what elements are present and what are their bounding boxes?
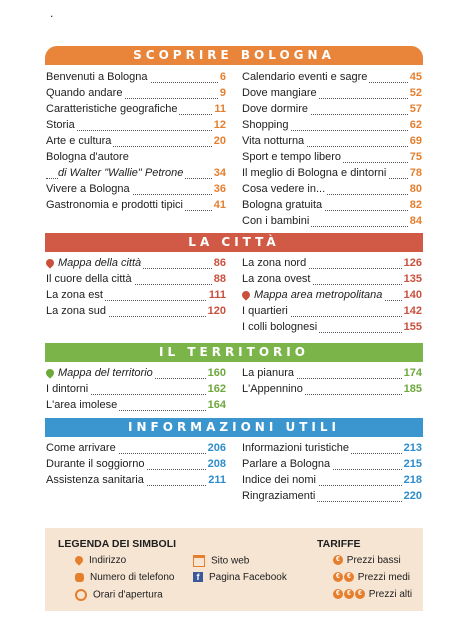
euro-coin-icon: € [333, 572, 343, 583]
scoprire-left-column: Benvenuti a Bologna 6 Quando andare 9 Cara… [46, 70, 226, 214]
scoprire-right-column: Calendario eventi e sagre 45 Dove mangiar… [242, 70, 422, 230]
toc-entry[interactable]: I colli bolognesi 155 [242, 320, 422, 336]
toc-entry[interactable]: Vivere a Bologna 36 [46, 182, 226, 198]
euro-coin-icon: € [333, 589, 343, 600]
toc-entry[interactable]: Sport e tempo libero 75 [242, 150, 422, 166]
tariffe-title: TARIFFE [317, 538, 361, 550]
stray-dot: . [50, 6, 54, 20]
toc-entry[interactable]: Il meglio di Bologna e dintorni 78 [242, 166, 422, 182]
citta-right-column: La zona nord 126 La zona ovest 135 Mappa a… [240, 256, 422, 336]
legend-address: Indirizzo [73, 554, 126, 567]
toc-entry[interactable]: L'area imolese 164 [46, 398, 226, 414]
toc-entry[interactable]: La zona est 111 [46, 288, 226, 304]
toc-entry[interactable]: La zona sud 120 [46, 304, 226, 320]
toc-entry[interactable]: Bologna d'autore [46, 151, 131, 163]
toc-entry[interactable]: Il cuore della città 88 [46, 272, 226, 288]
phone-icon [75, 572, 84, 582]
toc-entry[interactable]: Mappa area metropolitana 140 [240, 288, 422, 304]
legend-facebook: f Pagina Facebook [193, 572, 287, 583]
territorio-right-column: La pianura 174 L'Appennino 185 [242, 366, 422, 398]
euro-coin-icon: € [333, 555, 343, 566]
toc-entry[interactable]: di Walter "Wallie" Petrone 34 [46, 166, 226, 182]
section-header-scoprire: SCOPRIRE BOLOGNA [45, 46, 423, 65]
toc-entry[interactable]: Indice dei nomi 218 [242, 473, 422, 489]
map-pin-icon [240, 289, 252, 301]
toc-entry[interactable]: Shopping 62 [242, 118, 422, 134]
toc-entry[interactable]: Bologna gratuita 82 [242, 198, 422, 214]
toc-entry[interactable]: La zona nord 126 [242, 256, 422, 272]
toc-entry[interactable]: Con i bambini 84 [242, 214, 422, 230]
toc-entry[interactable]: Parlare a Bologna 215 [242, 457, 422, 473]
toc-entry[interactable]: Cosa vedere in... 80 [242, 182, 422, 198]
facebook-icon: f [193, 572, 203, 583]
toc-entry[interactable]: La pianura 174 [242, 366, 422, 382]
toc-entry[interactable]: La zona ovest 135 [242, 272, 422, 288]
legend-box: LEGENDA DEI SIMBOLI Indirizzo Numero di … [45, 528, 423, 611]
euro-coin-icon: € [344, 572, 354, 583]
location-pin-icon [73, 554, 85, 567]
toc-entry[interactable]: Come arrivare 206 [46, 441, 226, 457]
legend-phone: Numero di telefono [75, 572, 175, 583]
info-left-column: Come arrivare 206 Durante il soggiorno 208… [46, 441, 226, 489]
toc-entry[interactable]: Caratteristiche geografiche 11 [46, 102, 226, 118]
tariffe-low: € Prezzi bassi [333, 555, 401, 566]
toc-entry[interactable]: Arte e cultura 20 [46, 134, 226, 150]
monitor-icon [193, 555, 205, 567]
legend-hours: Orari d'apertura [75, 589, 163, 601]
toc-entry[interactable]: Mappa del territorio 160 [44, 366, 226, 382]
citta-left-column: Mappa della città 86 Il cuore della città… [44, 256, 226, 320]
legend-title: LEGENDA DEI SIMBOLI [58, 538, 177, 550]
toc-entry[interactable]: Gastronomia e prodotti tipici 41 [46, 198, 226, 214]
toc-entry[interactable]: Storia 12 [46, 118, 226, 134]
toc-entry[interactable]: Assistenza sanitaria 211 [46, 473, 226, 489]
map-pin-icon [44, 367, 56, 379]
section-header-territorio: IL TERRITORIO [45, 343, 423, 362]
toc-entry[interactable]: I quartieri 142 [242, 304, 422, 320]
tariffe-mid: € € Prezzi medi [333, 572, 410, 583]
toc-entry[interactable]: Quando andare 9 [46, 86, 226, 102]
info-right-column: Informazioni turistiche 213 Parlare a Bol… [242, 441, 422, 505]
toc-entry[interactable]: Benvenuti a Bologna 6 [46, 70, 226, 86]
toc-entry[interactable]: I dintorni 162 [46, 382, 226, 398]
toc-entry[interactable]: Informazioni turistiche 213 [242, 441, 422, 457]
toc-entry[interactable]: Durante il soggiorno 208 [46, 457, 226, 473]
toc-entry[interactable]: Mappa della città 86 [44, 256, 226, 272]
toc-entry[interactable]: L'Appennino 185 [242, 382, 422, 398]
toc-entry[interactable]: Calendario eventi e sagre 45 [242, 70, 422, 86]
toc-entry[interactable]: Ringraziamenti 220 [242, 489, 422, 505]
section-header-info: INFORMAZIONI UTILI [45, 418, 423, 437]
map-pin-icon [44, 257, 56, 269]
territorio-left-column: Mappa del territorio 160 I dintorni 162 L'… [44, 366, 226, 414]
clock-icon [75, 589, 87, 601]
toc-entry[interactable]: Dove dormire 57 [242, 102, 422, 118]
section-header-citta: LA CITTÀ [45, 233, 423, 252]
toc-entry[interactable]: Vita notturna 69 [242, 134, 422, 150]
toc-entry[interactable]: Dove mangiare 52 [242, 86, 422, 102]
euro-coin-icon: € [344, 589, 354, 600]
tariffe-high: € € € Prezzi alti [333, 589, 412, 600]
euro-coin-icon: € [355, 589, 365, 600]
legend-web: Sito web [193, 555, 249, 567]
